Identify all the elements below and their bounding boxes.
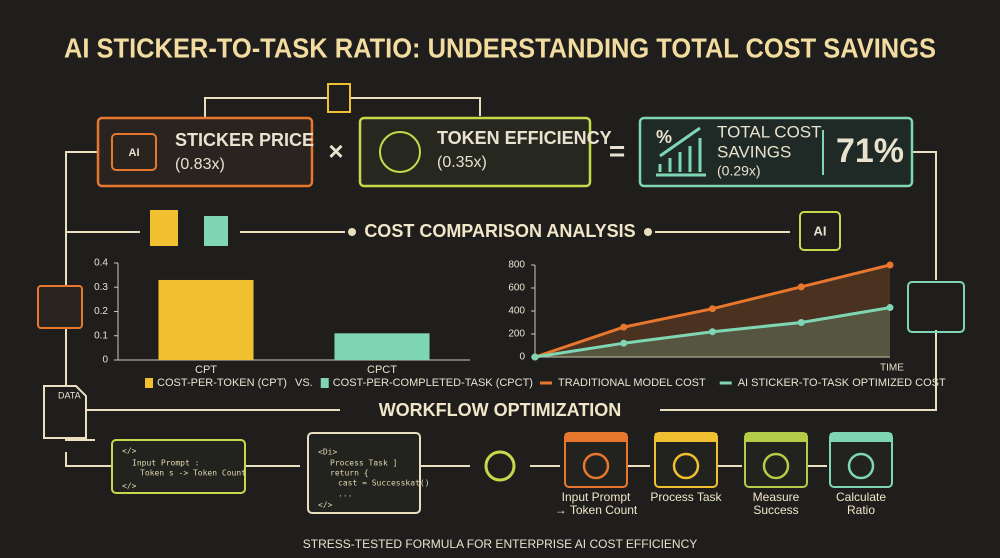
code-line: <Di> xyxy=(318,448,337,457)
dot xyxy=(644,228,652,236)
dot xyxy=(348,228,356,236)
step-label: Calculate xyxy=(836,490,886,504)
y-tick-label: 0.4 xyxy=(94,258,108,269)
step-label: Measure xyxy=(753,490,800,504)
code-line: Input Prompt : xyxy=(132,459,199,468)
step-label: Ratio xyxy=(847,503,875,517)
total-label: SAVINGS xyxy=(717,142,791,161)
point xyxy=(709,305,716,313)
token-value: (0.35x) xyxy=(437,154,487,171)
point xyxy=(709,328,716,336)
x-tick-label: CPT xyxy=(195,364,217,376)
total-label: TOTAL COST xyxy=(717,122,822,141)
code-line: cast = Successkat() xyxy=(338,479,430,488)
step-icon xyxy=(762,452,790,480)
sticker-label: STICKER PRICE xyxy=(175,130,314,150)
code-line: </> xyxy=(318,501,333,510)
point xyxy=(531,353,539,361)
title: AI STICKER-TO-TASK RATIO: UNDERSTANDING … xyxy=(64,32,936,63)
point xyxy=(886,304,894,312)
step-header xyxy=(655,433,717,442)
code-line: </> xyxy=(122,482,137,491)
legend-label: COST-PER-COMPLETED-TASK (CPCT) xyxy=(333,377,533,389)
step-label: Input Prompt xyxy=(562,490,631,504)
operator: × xyxy=(328,136,343,166)
legend-swatch xyxy=(145,378,153,388)
right-return xyxy=(660,330,937,411)
x-tick-label: CPCT xyxy=(367,364,397,376)
x-axis-label: TIME xyxy=(880,363,904,374)
point xyxy=(797,319,805,326)
analytics-icon xyxy=(907,281,965,333)
step-header xyxy=(745,433,807,442)
workflow-arrows xyxy=(65,452,827,467)
chip-icon xyxy=(799,211,841,251)
legend-label: TRADITIONAL MODEL COST xyxy=(558,377,706,389)
y-tick-label: 0 xyxy=(102,355,108,366)
sticker-value: (0.83x) xyxy=(175,156,225,173)
connectors xyxy=(65,83,937,467)
step-header xyxy=(565,433,627,442)
y-tick-label: 0.1 xyxy=(94,330,108,341)
code-icon xyxy=(37,285,83,329)
tag-icon xyxy=(111,133,157,171)
bar xyxy=(158,279,254,360)
point xyxy=(620,323,628,331)
total-value: (0.29x) xyxy=(717,163,761,179)
data-doc xyxy=(43,385,87,439)
y-tick-label: 0.2 xyxy=(94,306,108,317)
step-label: Success xyxy=(753,503,798,517)
y-tick-label: 0.3 xyxy=(94,282,108,293)
y-tick-label: 600 xyxy=(508,283,525,294)
y-tick-label: 0 xyxy=(519,352,525,363)
brain-icon xyxy=(379,131,421,173)
tag-icon-text: AI xyxy=(129,147,140,159)
step-label: Process Task xyxy=(650,490,722,504)
code-line: return { xyxy=(330,469,369,478)
code-box xyxy=(307,432,421,514)
code-line: Token s -> Token Count xyxy=(140,469,246,478)
data-doc-text: DATA xyxy=(58,390,81,400)
section-title: WORKFLOW OPTIMIZATION xyxy=(379,400,622,420)
hub-icon xyxy=(484,450,516,482)
step-icon xyxy=(847,452,875,480)
code-line: Process Task ] xyxy=(330,459,397,468)
operator: = xyxy=(609,135,625,166)
y-tick-label: 200 xyxy=(508,329,525,340)
percent-icon: % xyxy=(656,127,672,147)
total-box xyxy=(638,116,914,188)
growth-icon xyxy=(656,126,706,177)
step-header xyxy=(830,433,892,442)
code-line: ... xyxy=(338,490,352,499)
doc-icon xyxy=(327,83,351,113)
y-tick-label: 400 xyxy=(508,306,525,317)
footer: STRESS-TESTED FORMULA FOR ENTERPRISE AI … xyxy=(303,537,698,551)
bar xyxy=(334,333,430,360)
legend-swatch xyxy=(320,378,329,388)
point xyxy=(620,339,628,347)
total-percent: 71% xyxy=(836,132,904,170)
chip-text: AI xyxy=(814,223,827,238)
code-line: </> xyxy=(122,447,137,456)
step-icon xyxy=(582,452,610,480)
step-icon xyxy=(672,452,700,480)
docs-icon xyxy=(204,216,228,246)
legend-label: COST-PER-TOKEN (CPT) xyxy=(157,377,287,389)
docs-icon xyxy=(150,210,178,246)
y-tick-label: 800 xyxy=(508,260,525,271)
point xyxy=(797,283,805,291)
token-box xyxy=(358,116,592,188)
section-title: COST COMPARISON ANALYSIS xyxy=(364,221,635,241)
legend-label: AI STICKER-TO-TASK OPTIMIZED COST xyxy=(738,377,946,389)
right-loop xyxy=(912,151,937,280)
code-box xyxy=(111,439,246,494)
step-label: → Token Count xyxy=(555,503,638,517)
legend-separator: VS. xyxy=(295,377,313,389)
token-label: TOKEN EFFICIENCY xyxy=(437,128,612,148)
point xyxy=(886,261,894,269)
